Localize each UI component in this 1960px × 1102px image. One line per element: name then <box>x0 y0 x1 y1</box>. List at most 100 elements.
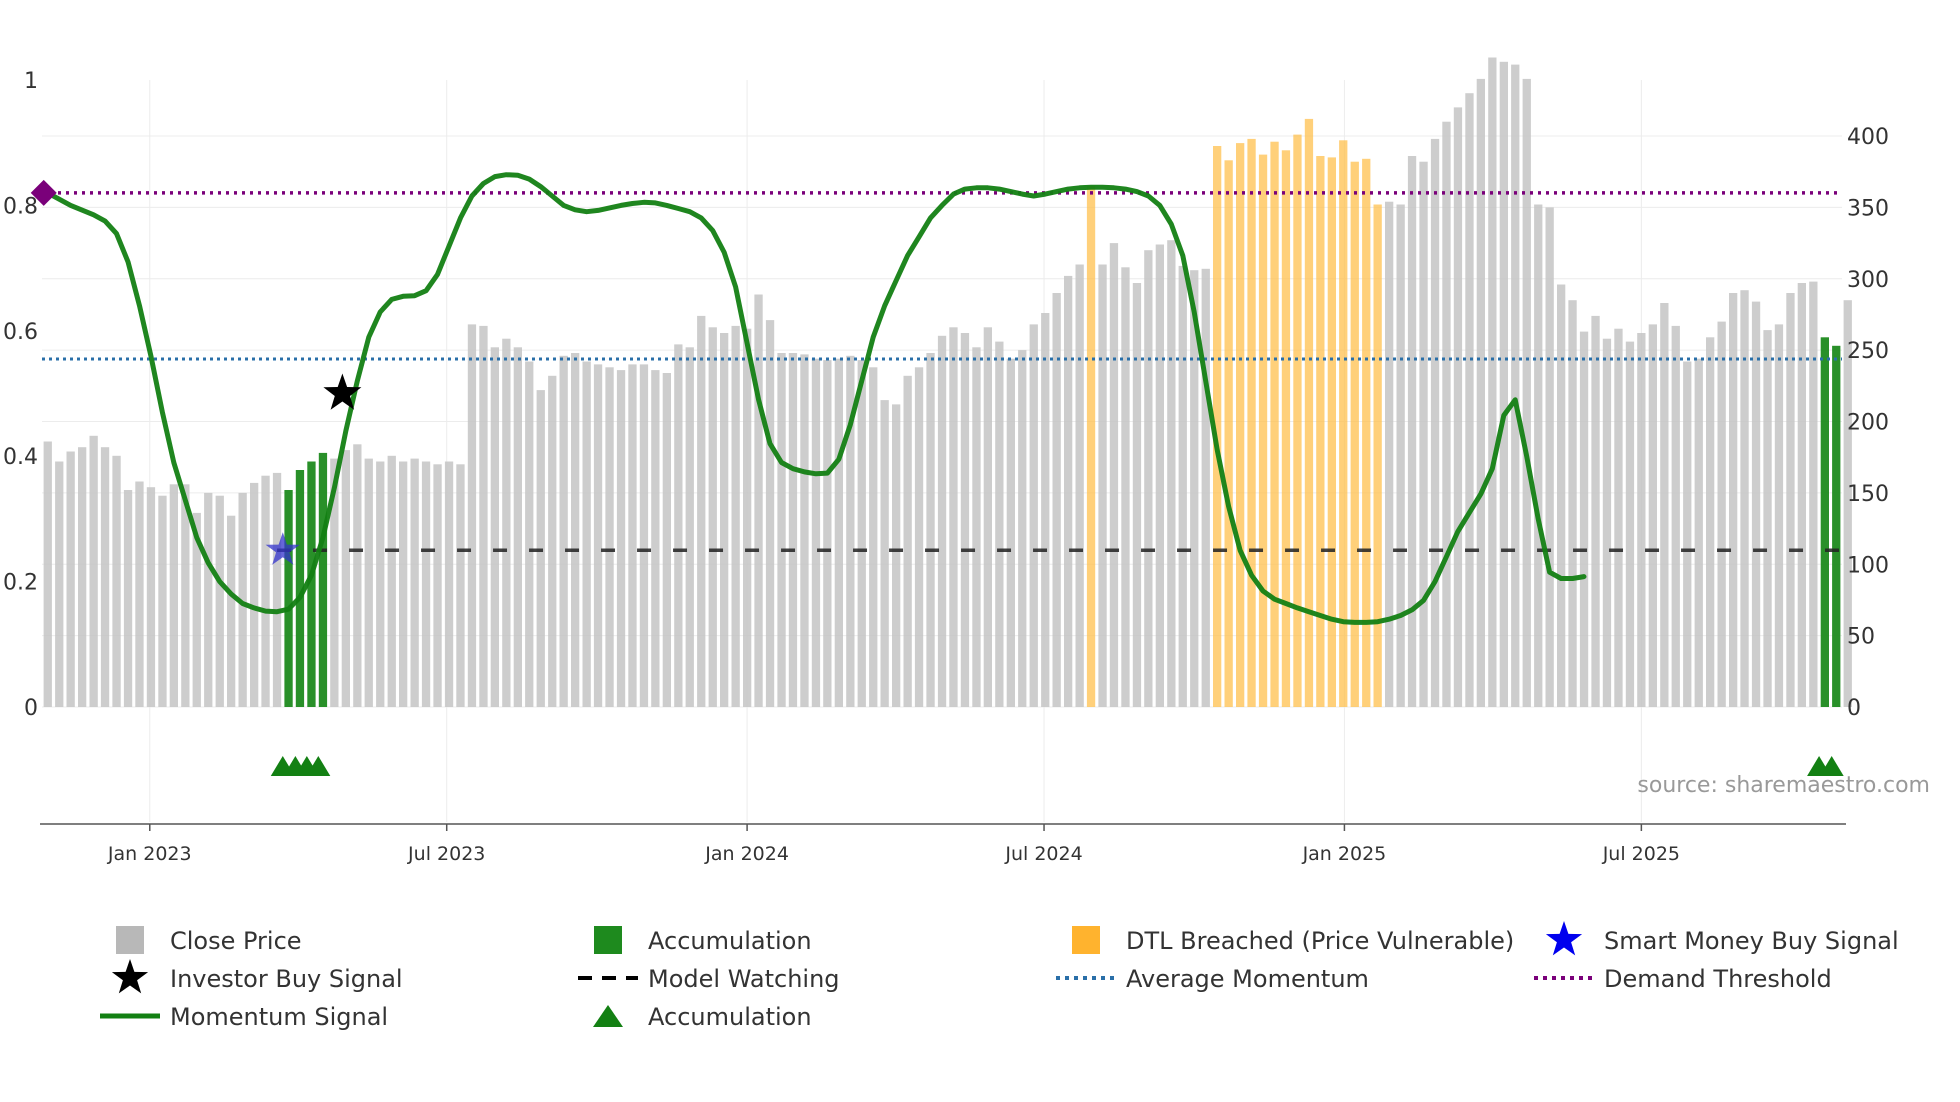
price-bar <box>1557 284 1566 707</box>
price-bar <box>937 335 947 707</box>
price-bar <box>112 455 121 707</box>
price-bar <box>697 315 706 707</box>
accumulation-bar <box>295 470 305 707</box>
x-tick-label: Jan 2024 <box>704 843 789 865</box>
price-bar <box>421 461 431 707</box>
legend-item: Accumulation <box>593 1003 812 1031</box>
price-bar <box>1098 264 1107 707</box>
price-bar <box>261 475 270 707</box>
price-bar <box>100 447 110 707</box>
price-bar <box>1385 201 1394 707</box>
price-bar <box>181 484 190 707</box>
price-bar <box>1568 300 1577 707</box>
right-tick-label: 0 <box>1847 696 1861 721</box>
price-bar <box>869 367 878 707</box>
dtl-breached-bar <box>1224 160 1233 708</box>
price-bar <box>823 360 832 707</box>
price-bar <box>353 444 362 707</box>
price-bar <box>685 347 694 707</box>
price-bar <box>433 464 442 707</box>
price-bar <box>1797 283 1806 707</box>
price-bar <box>1029 324 1038 707</box>
price-bar <box>341 450 350 707</box>
right-tick-label: 400 <box>1847 125 1889 150</box>
price-bar <box>1442 121 1451 707</box>
legend-item: Accumulation <box>594 926 812 955</box>
price-bar <box>743 328 752 707</box>
momentum-series <box>45 172 1587 625</box>
legend-item: Average Momentum <box>1056 965 1369 993</box>
price-bar <box>1144 250 1153 707</box>
price-bar <box>250 482 259 707</box>
legend-item: Demand Threshold <box>1534 965 1832 993</box>
price-bar <box>330 458 339 707</box>
right-tick-label: 50 <box>1847 625 1875 650</box>
price-bar <box>1671 325 1680 707</box>
accumulation-bar <box>307 461 316 707</box>
price-bar <box>238 492 247 707</box>
price-bar <box>272 472 282 707</box>
legend-label: Investor Buy Signal <box>170 965 403 993</box>
price-bar <box>1648 324 1657 707</box>
price-bar <box>1843 300 1852 707</box>
momentum-signal-line <box>45 172 1587 625</box>
legend: Close Price Accumulation DTL Breached (Pri… <box>100 921 1899 1031</box>
axes: Jan 2023 Jul 2023 Jan 2024 Jul 2024 Jan 2025… <box>3 69 1889 865</box>
price-bar <box>1545 207 1554 707</box>
dtl-breached-bar <box>1373 204 1382 707</box>
price-bar <box>914 367 924 707</box>
price-bar <box>204 492 213 707</box>
price-bar <box>89 435 98 707</box>
price-bar <box>708 327 717 707</box>
price-bar <box>1396 204 1405 707</box>
price-bar <box>1121 267 1130 707</box>
legend-item: DTL Breached (Price Vulnerable) <box>1072 926 1514 955</box>
legend-label: Smart Money Buy Signal <box>1604 927 1899 955</box>
price-bar <box>800 354 809 707</box>
price-bar <box>513 347 522 707</box>
price-bar <box>1155 244 1164 707</box>
price-bar <box>1488 57 1497 707</box>
source-label: source: sharemaestro.com <box>1637 773 1930 798</box>
price-bar <box>1511 64 1520 708</box>
dtl-breached-bar <box>1247 138 1256 707</box>
legend-label: Demand Threshold <box>1604 965 1832 993</box>
price-bar <box>662 373 671 707</box>
price-bar <box>525 361 534 707</box>
price-bar <box>559 355 568 707</box>
price-bar <box>926 353 935 707</box>
price-bar <box>1476 78 1485 707</box>
left-tick-label: 0 <box>24 696 38 721</box>
price-bar <box>1809 281 1818 707</box>
price-bar <box>1602 338 1612 707</box>
dtl-breached-bar <box>1339 140 1348 708</box>
legend-star-icon <box>111 959 149 994</box>
price-bar <box>834 358 843 707</box>
dtl-breached-bar <box>1258 154 1268 708</box>
price-bar <box>215 495 224 707</box>
right-tick-label: 300 <box>1847 268 1889 293</box>
price-bar <box>192 512 201 707</box>
price-bar <box>628 364 637 707</box>
price-bar <box>1201 268 1210 707</box>
legend-label: Momentum Signal <box>170 1003 388 1031</box>
price-bar <box>1075 264 1084 707</box>
price-bar <box>1751 301 1761 707</box>
price-bar <box>582 361 591 707</box>
price-bar <box>1052 293 1061 707</box>
price-bar <box>754 294 763 707</box>
price-bar <box>227 515 236 707</box>
left-tick-label: 0.6 <box>3 320 38 345</box>
price-bar <box>158 495 167 707</box>
price-bar <box>444 461 454 707</box>
investor-buy-star <box>323 373 362 410</box>
accumulation-triangle <box>306 756 331 776</box>
demand-start-marker <box>30 179 57 206</box>
price-bar <box>903 375 912 707</box>
price-bar <box>1774 324 1784 707</box>
dtl-breached-bar <box>1293 134 1302 708</box>
price-bar <box>1763 330 1772 707</box>
price-bar <box>616 370 626 707</box>
price-bar <box>399 461 408 707</box>
